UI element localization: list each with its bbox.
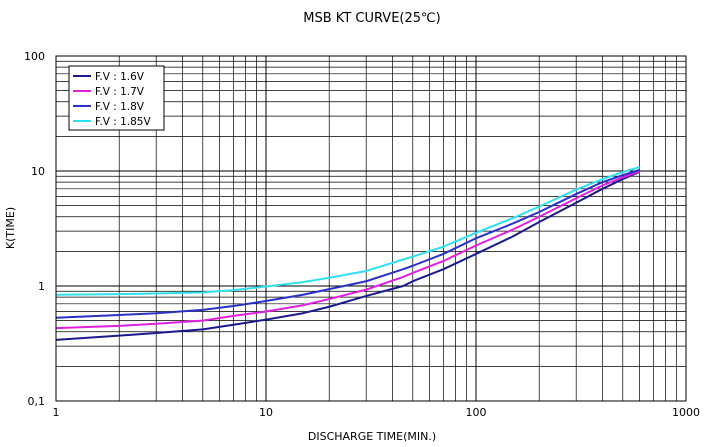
y-tick-labels: 0,1 1 10 100 — [24, 50, 45, 408]
x-tick-labels: 1 10 100 1000 — [53, 406, 701, 419]
grid — [56, 56, 686, 401]
y-tick-label: 10 — [31, 165, 45, 178]
y-tick-label: 100 — [24, 50, 45, 63]
plot-frame — [55, 55, 687, 402]
series-line-3 — [55, 169, 640, 319]
legend: F.V : 1.6V F.V : 1.7V F.V : 1.8V F.V : 1.85… — [68, 65, 165, 131]
series-line-1 — [55, 171, 640, 341]
x-tick-label: 1000 — [672, 406, 700, 419]
chart-title: MSB KT CURVE(25℃) — [303, 11, 440, 26]
x-axis-label: DISCHARGE TIME(MIN.) — [308, 430, 436, 443]
x-tick-label: 100 — [466, 406, 487, 419]
legend-label-1: F.V : 1.6V — [95, 71, 145, 83]
legend-label-4: F.V : 1.85V — [95, 116, 151, 128]
legend-label-3: F.V : 1.8V — [95, 101, 145, 113]
x-tick-label: 10 — [259, 406, 273, 419]
y-axis-label: K(TIME) — [4, 207, 17, 249]
series-line-4 — [55, 166, 640, 296]
series-lines — [55, 166, 640, 341]
series-line-2 — [55, 170, 640, 330]
y-tick-label: 0,1 — [28, 395, 46, 408]
legend-label-2: F.V : 1.7V — [95, 86, 145, 98]
y-tick-label: 1 — [38, 280, 45, 293]
x-tick-label: 1 — [53, 406, 60, 419]
